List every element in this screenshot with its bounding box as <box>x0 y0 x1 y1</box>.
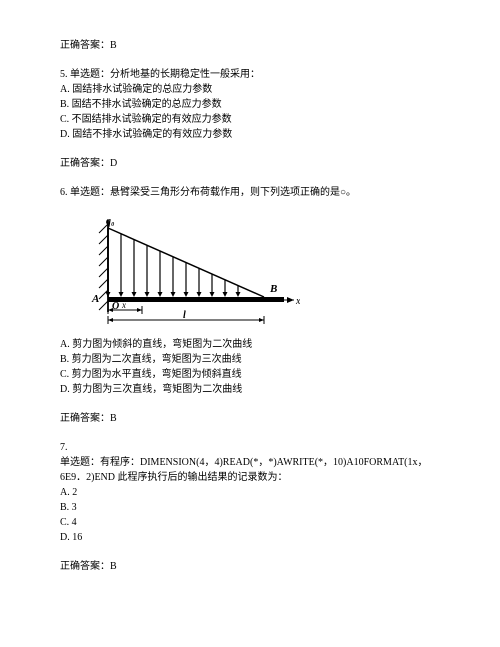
answer-7: 正确答案：B <box>60 559 450 574</box>
answer-5: 正确答案：D <box>60 156 450 171</box>
q7-option-a: A. 2 <box>60 485 450 500</box>
q6-stem: 6. 单选题：悬臂梁受三角形分布荷载作用，则下列选项正确的是○。 <box>60 185 450 200</box>
q7-option-d: D. 16 <box>60 530 450 545</box>
beam-diagram: q₀ A B Ox x l <box>80 206 450 331</box>
svg-text:x: x <box>121 300 126 310</box>
q6-option-d: D. 剪力图为三次直线，弯矩图为二次曲线 <box>60 382 450 397</box>
svg-text:l: l <box>183 310 186 321</box>
page-content: 正确答案：B 5. 单选题：分析地基的长期稳定性一般采用： A. 固结排水试验确… <box>0 0 500 608</box>
q5-option-d: D. 固结不排水试验确定的有效应力参数 <box>60 127 450 142</box>
q6-option-c: C. 剪力图为水平直线，弯矩图为倾斜直线 <box>60 367 450 382</box>
svg-text:O: O <box>112 301 119 312</box>
svg-text:q₀: q₀ <box>106 216 115 227</box>
answer-4: 正确答案：B <box>60 38 450 53</box>
question-7: 7. 单选题：有程序：DIMENSION(4，4)READ(*，*)AWRITE… <box>60 440 450 545</box>
beam-svg: q₀ A B Ox x l <box>80 206 300 326</box>
q6-option-b: B. 剪力图为二次直线，弯矩图为三次曲线 <box>60 352 450 367</box>
question-6: 6. 单选题：悬臂梁受三角形分布荷载作用，则下列选项正确的是○。 q₀ A B Ox x… <box>60 185 450 397</box>
q7-stem: 单选题：有程序：DIMENSION(4，4)READ(*，*)AWRITE(*，… <box>60 455 450 485</box>
q7-option-c: C. 4 <box>60 515 450 530</box>
q7-num: 7. <box>60 440 450 455</box>
q5-option-c: C. 不固结排水试验确定的有效应力参数 <box>60 112 450 127</box>
q7-option-b: B. 3 <box>60 500 450 515</box>
q5-option-b: B. 固结不排水试验确定的总应力参数 <box>60 97 450 112</box>
question-5: 5. 单选题：分析地基的长期稳定性一般采用： A. 固结排水试验确定的总应力参数… <box>60 67 450 142</box>
svg-text:x: x <box>295 296 300 307</box>
svg-text:A: A <box>91 293 99 305</box>
answer-6: 正确答案：B <box>60 411 450 426</box>
q5-option-a: A. 固结排水试验确定的总应力参数 <box>60 82 450 97</box>
svg-text:B: B <box>269 283 277 295</box>
q6-option-a: A. 剪力图为倾斜的直线，弯矩图为二次曲线 <box>60 337 450 352</box>
q5-stem: 5. 单选题：分析地基的长期稳定性一般采用： <box>60 67 450 82</box>
